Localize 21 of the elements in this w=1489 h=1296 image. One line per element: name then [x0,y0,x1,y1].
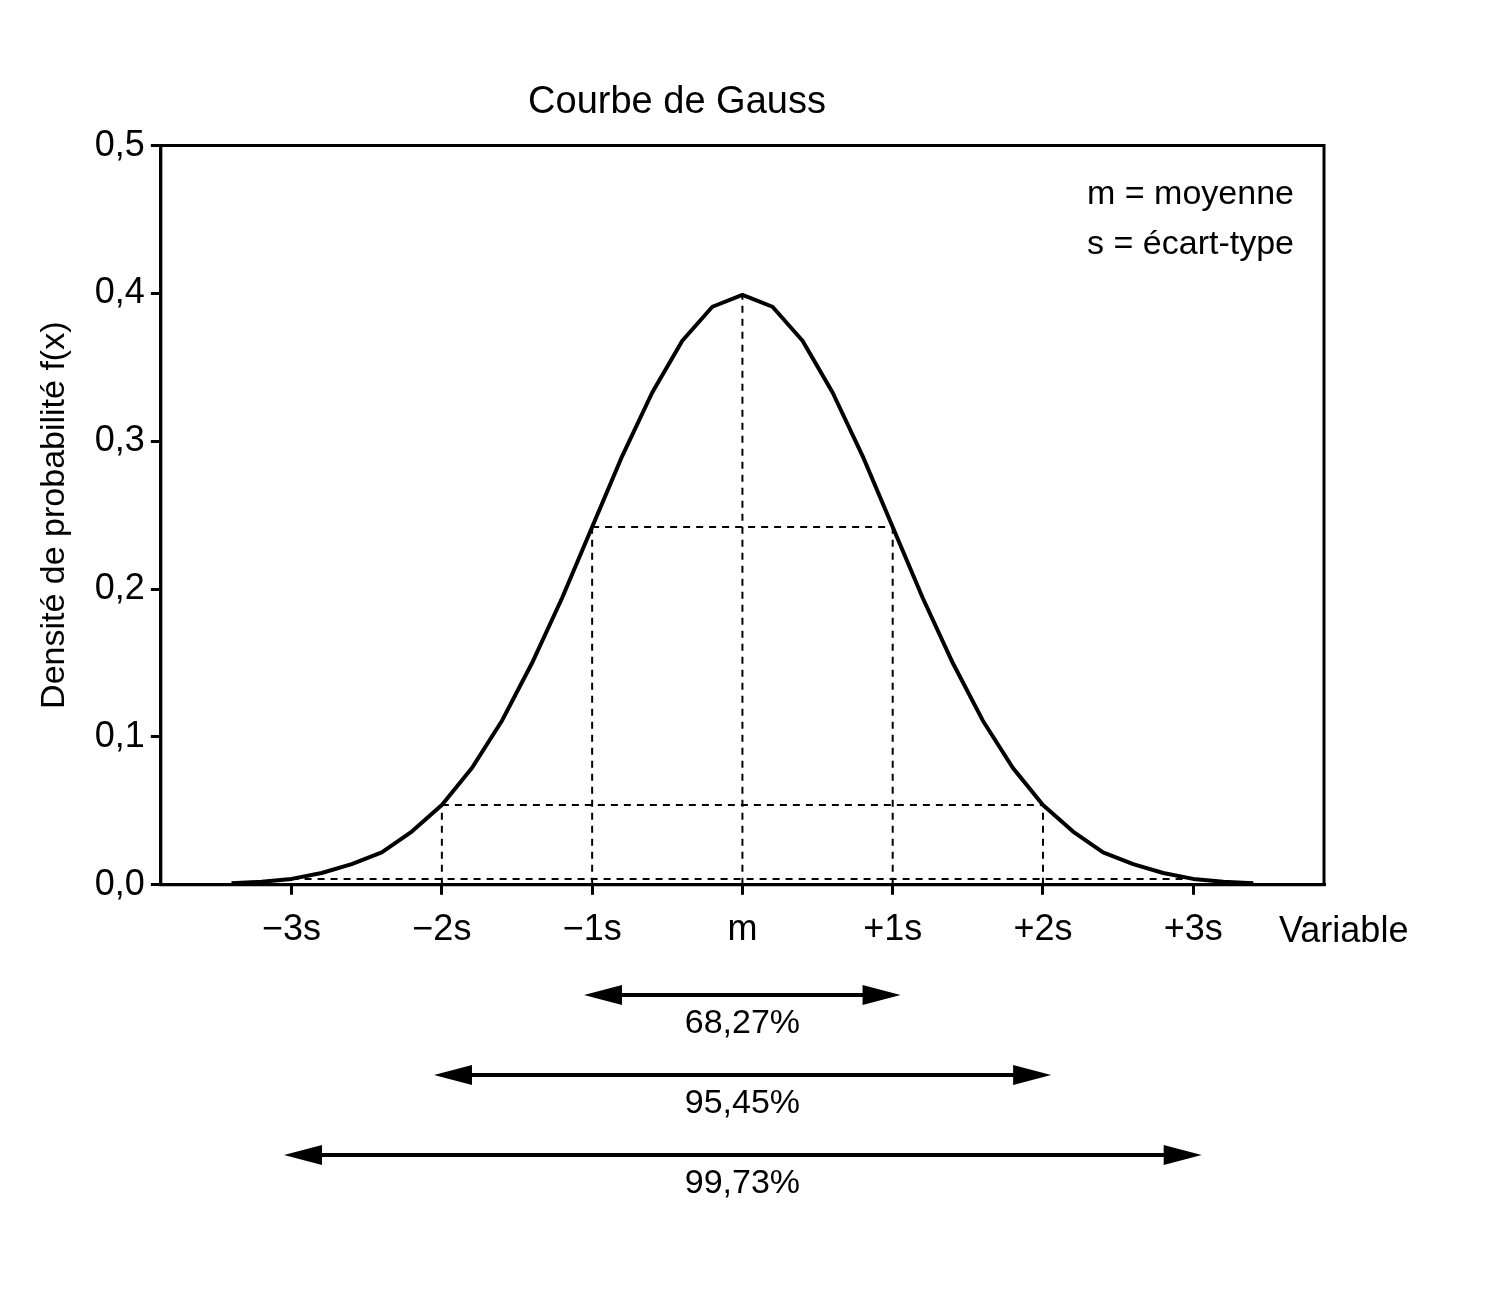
x-tick-label: −3s [262,907,322,949]
x-tick-label: −1s [562,907,622,949]
annotation: m = moyenne [1087,172,1294,211]
y-axis-title: Densité de probabilité f(x) [32,321,71,709]
text: 68,27% [684,1002,801,1041]
x-tick-label: −2s [412,907,472,949]
x-tick-label: +2s [1013,907,1073,949]
chart-title: Courbe de Gauss [528,79,826,122]
x-axis-title: Variable [1279,908,1409,950]
y-tick-label: 0,1 [94,713,145,755]
y-tick-label: 0,2 [94,566,145,608]
text: 99,73% [684,1162,801,1201]
y-tick-label: 0,3 [94,418,145,460]
text: 95,45% [684,1082,801,1121]
annotation: s = écart-type [1087,222,1294,261]
x-tick-label: +1s [863,907,923,949]
x-tick-label: +3s [1163,907,1223,949]
x-tick-label: m [727,907,758,949]
y-tick-label: 0,5 [94,122,145,164]
y-tick-label: 0,4 [94,270,145,312]
y-tick-label: 0,0 [94,861,145,903]
